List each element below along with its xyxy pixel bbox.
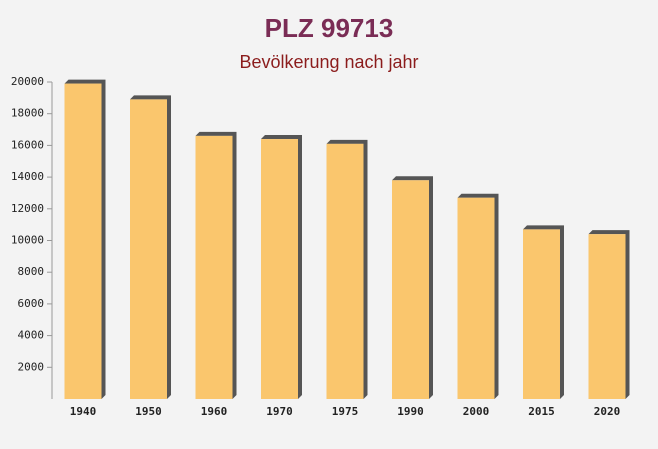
x-tick-label: 1990: [397, 405, 424, 418]
y-tick-label: 12000: [11, 202, 44, 215]
x-tick-label: 1975: [332, 405, 359, 418]
y-tick-label: 18000: [11, 107, 44, 120]
x-tick-label: 1960: [201, 405, 228, 418]
bar: [195, 135, 233, 399]
y-tick-label: 14000: [11, 170, 44, 183]
chart-title: PLZ 99713: [265, 13, 394, 43]
y-tick-label: 20000: [11, 75, 44, 88]
bar: [326, 143, 364, 399]
bar: [130, 99, 167, 399]
chart-subtitle: Bevölkerung nach jahr: [239, 52, 418, 72]
bar: [392, 180, 429, 399]
y-tick-label: 6000: [18, 297, 45, 310]
x-tick-label: 2015: [528, 405, 555, 418]
y-tick-label: 2000: [18, 360, 45, 373]
x-tick-label: 2000: [463, 405, 490, 418]
y-tick-label: 16000: [11, 138, 44, 151]
y-tick-label: 10000: [11, 234, 44, 247]
bar: [457, 197, 495, 399]
bar: [261, 139, 298, 399]
x-tick-label: 1970: [266, 405, 293, 418]
bar: [588, 234, 626, 399]
x-tick-label: 2020: [594, 405, 621, 418]
bar: [523, 229, 560, 399]
x-tick-label: 1950: [135, 405, 162, 418]
bar: [64, 83, 102, 400]
y-tick-label: 4000: [18, 329, 45, 342]
y-tick-label: 8000: [18, 265, 45, 278]
x-tick-label: 1940: [70, 405, 97, 418]
